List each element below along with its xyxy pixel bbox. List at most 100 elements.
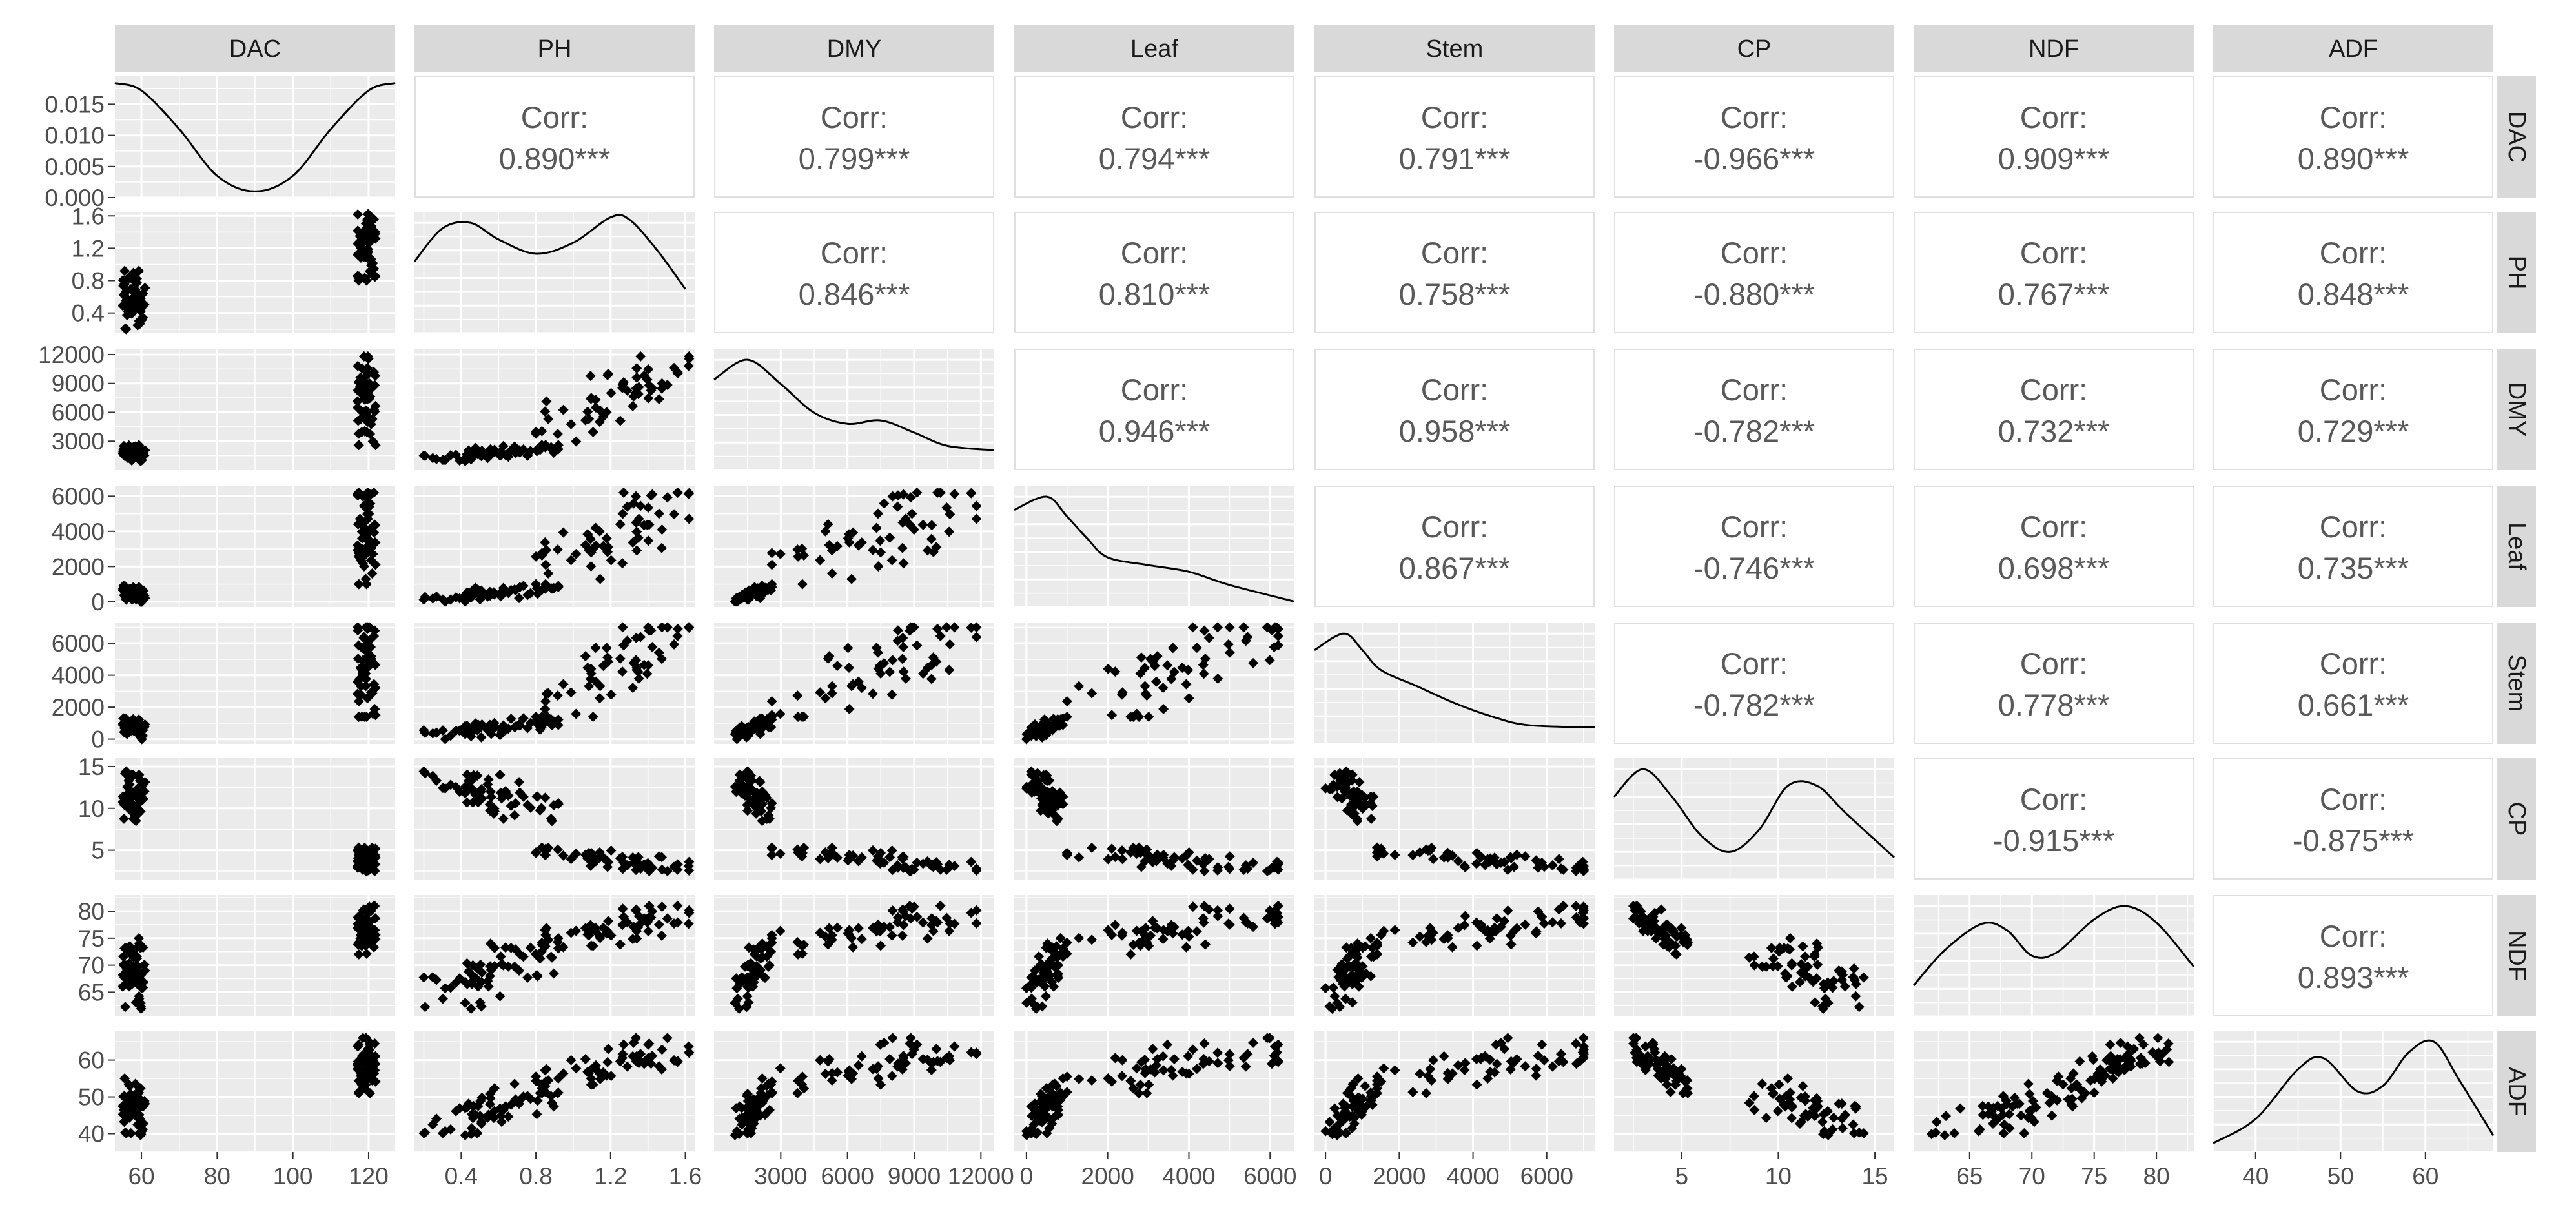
data-point [1520,919,1531,930]
scatter-points [118,900,381,1014]
data-point [2096,1076,2107,1087]
data-point [633,1058,644,1069]
data-point [1640,1041,1651,1052]
data-point [1143,940,1154,951]
data-point [431,974,442,985]
data-point [1531,855,1542,866]
data-point [1328,982,1339,993]
data-point [1200,1056,1211,1067]
data-point [1047,944,1058,955]
data-point [1489,1067,1500,1078]
data-point [871,1064,882,1075]
data-point [462,797,473,808]
data-point [1238,1053,1249,1064]
corr-panel-dac-ndf [1914,76,2194,198]
data-point [1353,981,1364,992]
data-point [1768,953,1779,964]
data-point [684,1047,695,1058]
data-point [1047,1118,1058,1129]
data-point [362,1068,373,1079]
data-point [1074,932,1085,943]
data-point [465,1003,476,1014]
corr-value: 0.846*** [799,277,910,311]
data-point [362,244,373,255]
data-point [892,490,903,501]
data-point [1499,916,1510,927]
data-point [646,625,657,636]
corr-label: Corr: [1121,100,1188,134]
data-point [746,770,757,781]
data-point [354,861,365,872]
row-strip-dac [2497,76,2536,198]
x-tick-label: 50 [2327,1163,2354,1190]
corr-label: Corr: [1721,510,1788,544]
data-point [495,1110,506,1121]
data-point [1988,1118,1999,1129]
corr-value: 0.799*** [799,141,910,176]
data-point [121,324,132,335]
data-point [495,446,506,457]
data-point [2105,1039,2116,1050]
data-point [445,779,456,790]
data-point [1471,858,1482,869]
data-point [473,448,484,458]
data-point [353,579,364,590]
data-point [844,704,855,715]
x-tick-label: 100 [273,1163,313,1190]
data-point [1198,659,1209,670]
data-point [362,362,373,373]
data-point [1817,1117,1828,1128]
data-point [586,668,597,679]
data-point [1158,704,1169,715]
data-point [900,911,911,922]
data-point [1116,1071,1127,1082]
data-point [353,711,364,722]
data-point [358,1033,369,1044]
data-point [603,1044,614,1055]
data-point [766,695,777,706]
data-point [754,726,765,737]
data-point [633,382,644,393]
data-point [431,1113,442,1124]
data-point [628,1051,639,1062]
data-point [949,860,960,871]
data-point [832,852,843,863]
data-point [1538,861,1549,872]
data-point [1531,1064,1542,1075]
data-point [2023,1078,2034,1089]
data-point [1520,851,1531,862]
scatter-points [1628,900,1869,1014]
data-point [1183,664,1194,675]
data-point [884,532,895,543]
data-point [571,1063,582,1074]
data-point [757,938,768,949]
corr-panel-stem-adf [2213,623,2493,744]
data-point [138,1124,148,1135]
data-point [1505,1064,1516,1075]
data-point [1757,961,1768,972]
data-point [1074,852,1085,863]
data-point [898,920,909,931]
data-point [1181,942,1192,953]
y-tick-label: 5 [91,838,105,864]
data-point [741,1117,752,1128]
density-panel-stem [1314,623,1595,744]
row-strip-dmy [2497,349,2536,470]
data-point [1631,1033,1642,1044]
data-point [886,930,897,941]
data-point [532,791,543,802]
scatter-points [730,766,982,877]
data-point [510,944,521,955]
data-point [500,942,511,953]
corr-label: Corr: [521,100,588,134]
column-strip-label: Leaf [1130,36,1178,63]
data-point [2089,1087,2100,1098]
data-point [1460,911,1471,922]
data-point [792,1087,803,1098]
data-point [1356,1109,1367,1120]
data-point [1336,959,1347,970]
data-point [531,428,542,439]
data-point [1649,916,1660,927]
data-point [846,573,857,584]
data-point [362,221,373,232]
